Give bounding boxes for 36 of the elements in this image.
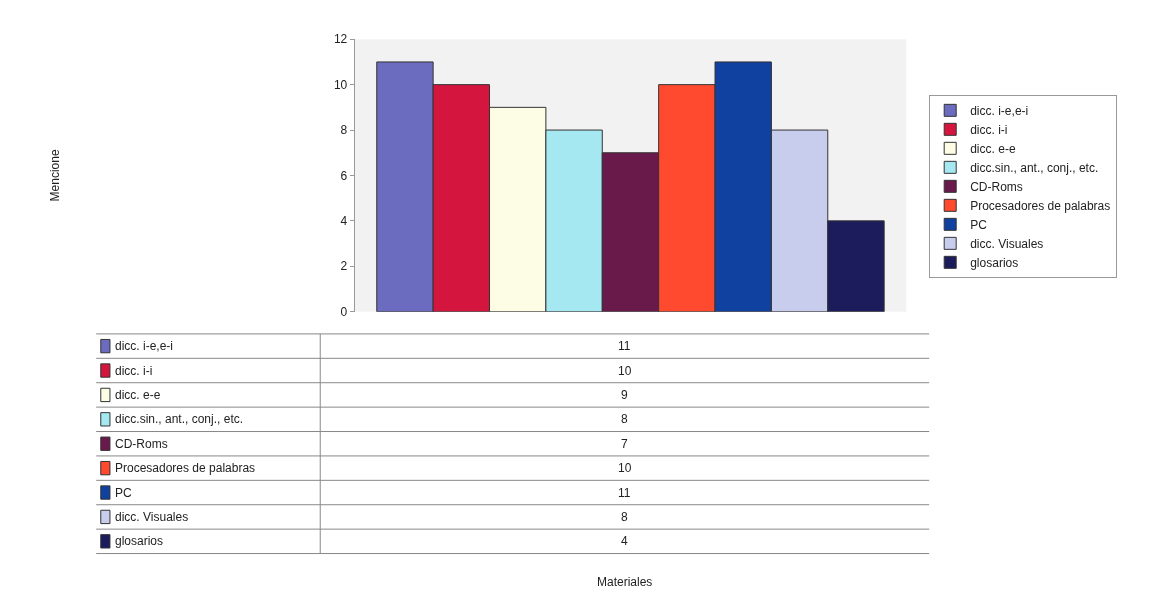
legend-label: PC	[970, 218, 988, 233]
data-label: 7	[621, 437, 628, 451]
category-label: CD-Roms	[115, 437, 168, 451]
legend-label: Procesadores de palabras	[970, 199, 1111, 214]
data-label: 10	[618, 461, 632, 475]
data-label: 8	[621, 412, 628, 426]
text: Materiales	[597, 575, 653, 589]
legend-label: glosarios	[970, 256, 1019, 271]
data-label: 11	[618, 486, 631, 500]
category-label: PC	[115, 486, 132, 500]
legend-label: dicc. Visuales	[970, 237, 1044, 252]
category-label: glosarios	[115, 534, 164, 548]
data-label: 11	[618, 339, 631, 353]
category-label: dicc. i-i	[115, 364, 153, 378]
y-tick-label: 2	[340, 259, 348, 274]
y-tick-label: 12	[333, 32, 348, 47]
y-tick-label: 4	[340, 214, 348, 229]
data-label: 10	[618, 364, 632, 378]
legend-label: dicc.sin., ant., conj., etc.	[970, 161, 1099, 176]
y-tick-label: 8	[340, 123, 348, 138]
legend-label: CD-Roms	[970, 180, 1023, 195]
category-label: dicc. e-e	[115, 388, 161, 402]
data-label: 8	[621, 510, 628, 524]
category-label: dicc. Visuales	[115, 510, 189, 524]
y-tick-label: 0	[340, 304, 348, 319]
data-label: 9	[621, 388, 628, 402]
legend-label: dicc. i-i	[970, 123, 1008, 138]
legend-label: dicc. e-e	[970, 142, 1016, 157]
y-tick-label: 6	[340, 168, 348, 183]
y-tick-label: 10	[333, 77, 348, 92]
data-label: 4	[621, 534, 628, 548]
category-label: dicc.sin., ant., conj., etc.	[115, 412, 244, 426]
category-label: dicc. i-e,e-i	[115, 339, 174, 353]
legend-label: dicc. i-e,e-i	[970, 104, 1029, 119]
category-label: Procesadores de palabras	[115, 461, 256, 475]
text: Mencione	[48, 149, 63, 202]
